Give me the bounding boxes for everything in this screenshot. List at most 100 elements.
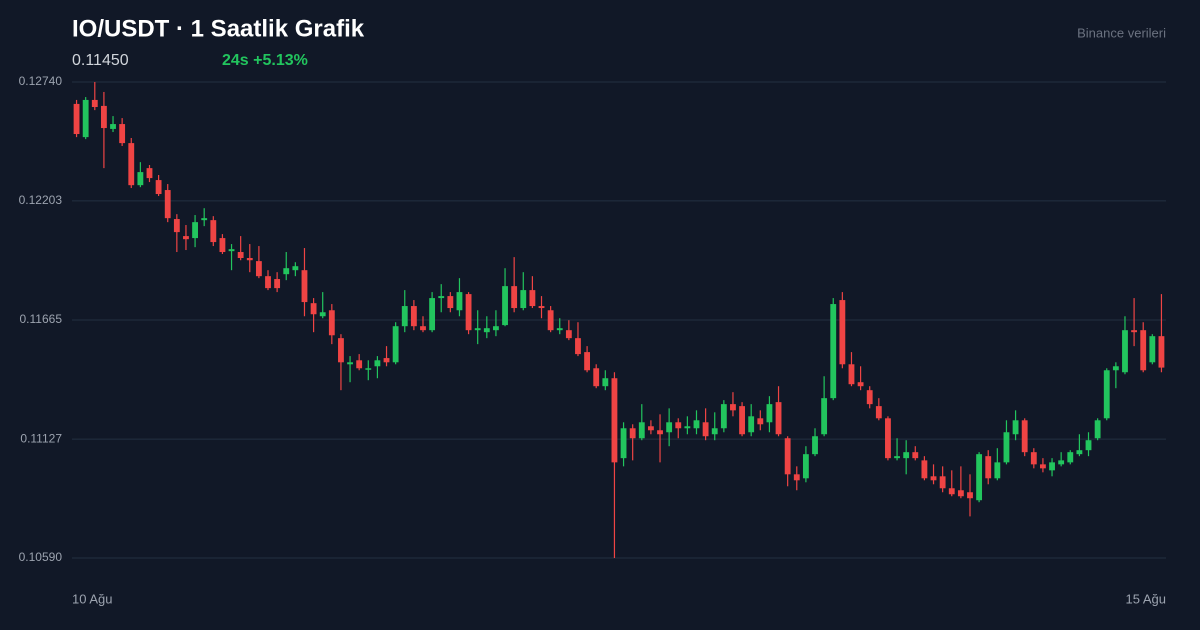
candle-body <box>830 304 837 399</box>
candle-body <box>100 105 107 129</box>
chart-title: IO/USDT · 1 Saatlik Grafik <box>72 15 365 42</box>
candle-body <box>401 306 408 327</box>
candle-body <box>374 360 381 367</box>
candle-body <box>246 258 253 261</box>
candle-body <box>219 238 226 253</box>
candle-body <box>748 416 755 433</box>
candle-body <box>128 143 135 186</box>
price: 0.11450 <box>72 52 129 69</box>
candle-body <box>1076 450 1083 455</box>
candle-body <box>976 454 983 501</box>
y-tick-label: 0.12740 <box>19 74 63 88</box>
candle-body <box>520 290 527 309</box>
candle-body <box>201 218 208 221</box>
candle-body <box>347 362 353 365</box>
candle-body <box>784 438 791 475</box>
candle-body <box>228 249 235 252</box>
candle-body <box>392 326 399 363</box>
candle-body <box>502 286 508 326</box>
candle-body <box>356 360 363 369</box>
candle-body <box>584 352 591 371</box>
candle-body <box>812 436 818 455</box>
candle-body <box>930 476 937 481</box>
candle-body <box>1040 464 1046 469</box>
candle-body <box>593 368 600 387</box>
candle-body <box>119 124 126 144</box>
candle-body <box>675 422 682 429</box>
candle-body <box>1067 452 1074 463</box>
candle-body <box>666 422 673 433</box>
candle-body <box>793 474 800 481</box>
candle-body <box>274 279 281 289</box>
candle-body <box>620 428 627 459</box>
candle-body <box>1049 462 1055 471</box>
candle-body <box>429 298 436 331</box>
candle-body <box>647 426 654 431</box>
candle-body <box>365 368 372 370</box>
candle-body <box>420 326 426 331</box>
x-tick-label: 10 Ağu <box>72 591 113 606</box>
candle-body <box>210 220 217 243</box>
candle-body <box>684 426 691 429</box>
x-tick-label: 15 Ağu <box>1126 591 1167 606</box>
candle-body <box>1012 420 1019 435</box>
candle-body <box>82 99 89 138</box>
candle-body <box>301 270 308 303</box>
candle-body <box>948 488 955 495</box>
candle-body <box>839 300 846 365</box>
candle-body <box>921 460 928 479</box>
candle-body <box>237 252 244 259</box>
candle-body <box>1030 452 1037 465</box>
candle-body <box>110 124 116 129</box>
candle-body <box>730 404 736 411</box>
candle-body <box>1058 460 1065 465</box>
candle-body <box>775 402 782 435</box>
candle-body <box>875 406 882 419</box>
candle-body <box>638 422 645 439</box>
candle-body <box>1131 330 1138 333</box>
candle-body <box>848 364 855 385</box>
candle-body <box>529 290 536 307</box>
candle-body <box>657 430 663 435</box>
candle-body <box>866 390 873 405</box>
candle-body <box>183 236 189 240</box>
candle-body <box>338 338 344 363</box>
candle-body <box>903 452 910 459</box>
candle-body <box>410 306 417 327</box>
candle-body <box>575 338 581 355</box>
candle-body <box>91 99 98 108</box>
candle-body <box>739 406 745 435</box>
candle-body <box>821 398 828 435</box>
candle-body <box>912 452 919 459</box>
candle-body <box>265 276 271 289</box>
candle-body <box>629 428 636 439</box>
candle-body <box>1149 336 1156 363</box>
candle-body <box>894 456 900 459</box>
candle-body <box>766 404 773 423</box>
candle-body <box>319 312 326 317</box>
change: 24s +5.13% <box>222 52 308 69</box>
candle-body <box>474 328 481 331</box>
candle-body <box>602 378 609 387</box>
candle-body <box>565 330 572 339</box>
candle-body <box>255 261 262 277</box>
candle-body <box>1112 366 1119 371</box>
candle-body <box>328 310 335 336</box>
candle-body <box>1003 432 1010 463</box>
y-tick-label: 0.11127 <box>20 431 62 445</box>
candle-body <box>547 310 554 331</box>
candle-body <box>310 303 317 315</box>
candle-body <box>1122 330 1128 373</box>
candle-body <box>493 326 499 331</box>
candle-body <box>702 422 709 437</box>
candle-body <box>802 454 809 479</box>
candle-body <box>146 168 153 179</box>
candle-body <box>155 180 162 195</box>
candle-body <box>538 306 545 309</box>
candle-body <box>137 172 144 186</box>
candle-body <box>192 222 198 239</box>
source: Binance verileri <box>1077 25 1166 40</box>
